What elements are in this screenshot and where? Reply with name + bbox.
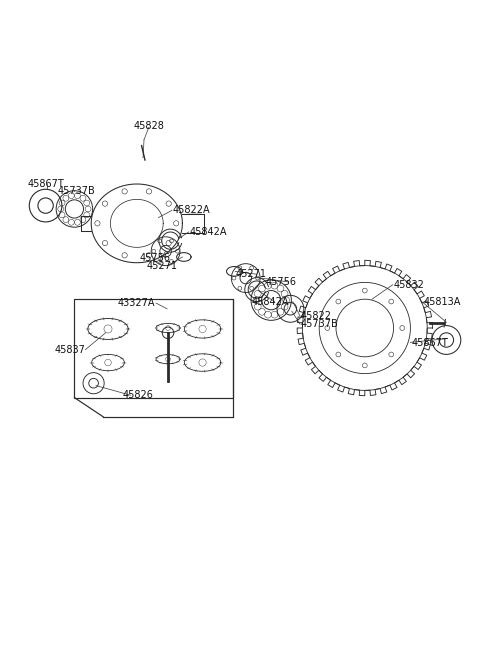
Text: 45867T: 45867T [28,179,65,189]
Text: 45271: 45271 [146,260,178,270]
Text: 45822: 45822 [301,311,332,321]
Text: 45756: 45756 [139,253,170,264]
Text: 45737B: 45737B [301,319,339,329]
Text: 45832: 45832 [394,280,424,290]
Text: 45837: 45837 [55,344,85,355]
Text: 45867T: 45867T [412,338,449,348]
Text: 45822A: 45822A [173,205,210,215]
Text: 45756: 45756 [265,277,297,287]
Text: 43327A: 43327A [118,298,155,308]
Text: 45813A: 45813A [423,297,461,307]
Text: 45271: 45271 [235,269,266,279]
Text: 45842A: 45842A [190,227,227,237]
Text: 45826: 45826 [122,390,153,400]
Bar [74,299,233,398]
Text: 45842A: 45842A [252,297,289,306]
Text: 45828: 45828 [133,121,164,131]
Text: 45737B: 45737B [58,186,96,196]
